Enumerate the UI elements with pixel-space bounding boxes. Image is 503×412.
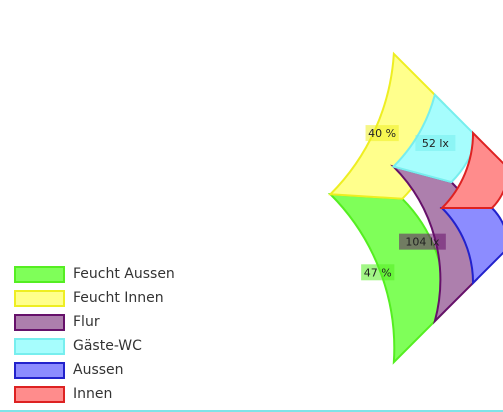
legend-label: Feucht Innen: [73, 290, 164, 306]
legend-swatch: [14, 266, 65, 283]
legend-label: Flur: [73, 314, 100, 330]
value-label-flur: 104 lx: [399, 234, 446, 250]
legend-swatch: [14, 338, 65, 355]
legend-item-innen[interactable]: Innen: [14, 382, 175, 406]
legend-label: Innen: [73, 386, 112, 402]
legend-item-feucht-aussen[interactable]: Feucht Aussen: [14, 262, 175, 286]
chart-legend: Feucht Aussen Feucht Innen Flur Gäste-WC…: [14, 262, 175, 406]
value-label-feucht-innen: 40 %: [366, 125, 399, 141]
legend-item-feucht-innen[interactable]: Feucht Innen: [14, 286, 175, 310]
legend-item-flur[interactable]: Flur: [14, 310, 175, 334]
legend-swatch: [14, 290, 65, 307]
svg-text:52 lx: 52 lx: [422, 137, 450, 150]
value-label-gaeste-wc: 52 lx: [415, 135, 455, 151]
legend-item-gaeste-wc[interactable]: Gäste-WC: [14, 334, 175, 358]
legend-swatch: [14, 314, 65, 331]
legend-swatch: [14, 362, 65, 379]
legend-label: Gäste-WC: [73, 338, 142, 354]
legend-swatch: [14, 386, 65, 403]
chart-rings: [330, 54, 503, 362]
value-label-feucht-aussen: 47 %: [361, 264, 394, 280]
svg-text:40 %: 40 %: [368, 127, 396, 140]
legend-label: Aussen: [73, 362, 124, 378]
svg-text:104 lx: 104 lx: [405, 236, 440, 249]
svg-text:47 %: 47 %: [364, 266, 392, 279]
legend-item-aussen[interactable]: Aussen: [14, 358, 175, 382]
legend-label: Feucht Aussen: [73, 266, 175, 282]
